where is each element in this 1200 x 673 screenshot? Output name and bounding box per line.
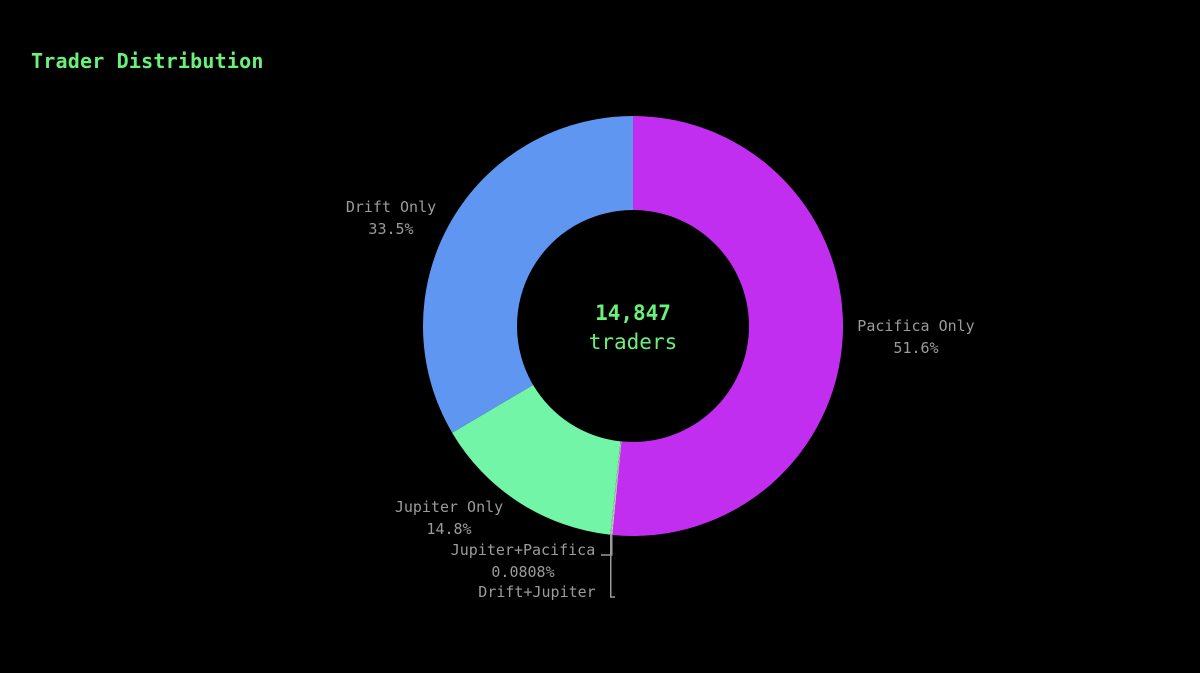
center-total-label: traders <box>589 330 678 354</box>
slice-percent-jupiter-only: 14.8% <box>426 520 471 538</box>
plot-bottom-edge <box>0 608 1200 673</box>
slice-labels: Pacifica Only 51.6% Jupiter+Pacifica 0.0808… <box>346 198 975 623</box>
slice-percent-pacifica-only: 51.6% <box>893 339 938 357</box>
chart-title: Trader Distribution <box>31 49 264 73</box>
leader-lines <box>601 534 615 598</box>
slice-label-jupiter-pacifica: Jupiter+Pacifica <box>451 541 596 559</box>
slice-drift-jupiter <box>610 441 621 535</box>
slice-label-pacifica-only: Pacifica Only <box>857 317 974 335</box>
slice-jupiter-pacifica <box>611 441 622 535</box>
slice-label-drift-jupiter: Drift+Jupiter <box>478 583 595 601</box>
slice-label-drift-only: Drift Only <box>346 198 436 216</box>
slice-percent-drift-only: 33.5% <box>368 220 413 238</box>
center-total-value: 14,847 <box>595 301 671 325</box>
slice-pacifica-only <box>612 116 844 536</box>
slice-drift-only <box>422 116 633 433</box>
leader-line-jupiter-pacifica <box>601 534 613 556</box>
slice-percent-jupiter-pacifica: 0.0808% <box>491 563 554 581</box>
donut-slices <box>422 116 844 536</box>
leader-line-drift-jupiter <box>609 534 615 598</box>
slice-label-jupiter-only: Jupiter Only <box>395 498 503 516</box>
slice-jupiter-only <box>452 384 621 535</box>
